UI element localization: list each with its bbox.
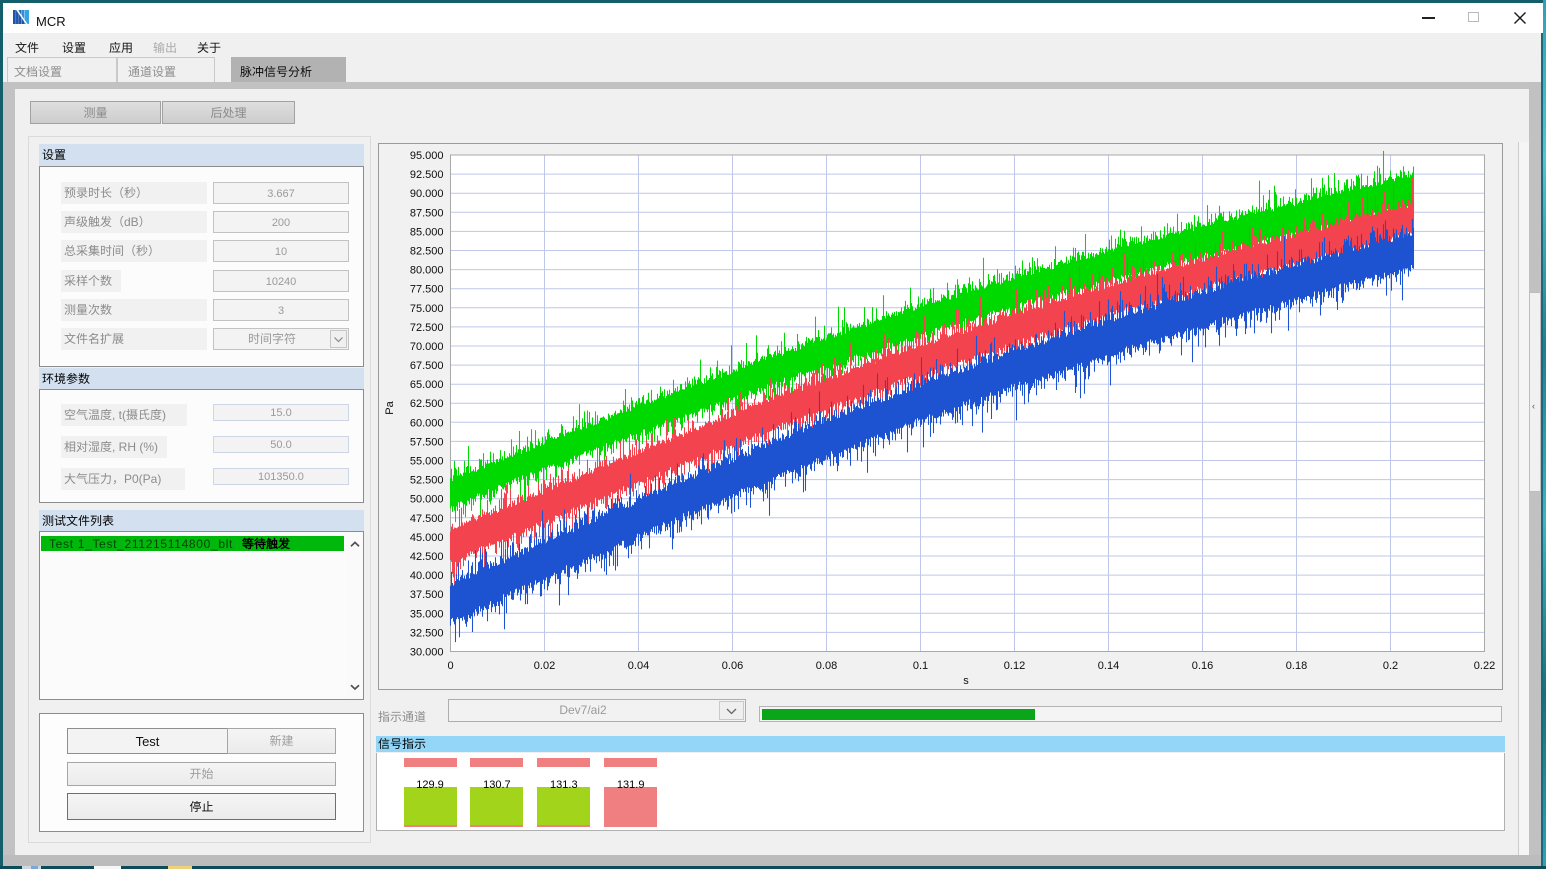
svg-text:57.500: 57.500 bbox=[410, 436, 444, 448]
svg-text:37.500: 37.500 bbox=[410, 589, 444, 601]
svg-text:0.06: 0.06 bbox=[722, 660, 743, 672]
svg-text:85.000: 85.000 bbox=[410, 226, 444, 238]
svg-text:60.000: 60.000 bbox=[410, 417, 444, 429]
svg-text:67.500: 67.500 bbox=[410, 360, 444, 372]
svg-text:Pa: Pa bbox=[384, 400, 396, 414]
svg-text:0: 0 bbox=[447, 660, 453, 672]
svg-text:92.500: 92.500 bbox=[410, 169, 444, 181]
svg-text:95.000: 95.000 bbox=[410, 150, 444, 162]
svg-text:0.12: 0.12 bbox=[1004, 660, 1025, 672]
svg-text:62.500: 62.500 bbox=[410, 398, 444, 410]
svg-text:0.22: 0.22 bbox=[1474, 660, 1495, 672]
svg-text:35.000: 35.000 bbox=[410, 608, 444, 620]
svg-text:32.500: 32.500 bbox=[410, 627, 444, 639]
svg-text:65.000: 65.000 bbox=[410, 379, 444, 391]
svg-text:55.000: 55.000 bbox=[410, 456, 444, 468]
svg-text:0.16: 0.16 bbox=[1192, 660, 1213, 672]
svg-text:0.04: 0.04 bbox=[628, 660, 649, 672]
svg-text:77.500: 77.500 bbox=[410, 284, 444, 296]
svg-text:s: s bbox=[963, 675, 969, 687]
svg-text:30.000: 30.000 bbox=[410, 647, 444, 659]
svg-text:82.500: 82.500 bbox=[410, 246, 444, 258]
svg-text:45.000: 45.000 bbox=[410, 532, 444, 544]
svg-text:0.02: 0.02 bbox=[534, 660, 555, 672]
svg-text:0.08: 0.08 bbox=[816, 660, 837, 672]
svg-text:42.500: 42.500 bbox=[410, 551, 444, 563]
svg-text:52.500: 52.500 bbox=[410, 475, 444, 487]
svg-text:47.500: 47.500 bbox=[410, 513, 444, 525]
svg-text:0.2: 0.2 bbox=[1383, 660, 1398, 672]
svg-text:50.000: 50.000 bbox=[410, 494, 444, 506]
svg-text:72.500: 72.500 bbox=[410, 322, 444, 334]
svg-text:75.000: 75.000 bbox=[410, 303, 444, 315]
svg-text:0.18: 0.18 bbox=[1286, 660, 1307, 672]
svg-text:70.000: 70.000 bbox=[410, 341, 444, 353]
svg-text:0.14: 0.14 bbox=[1098, 660, 1119, 672]
svg-text:90.000: 90.000 bbox=[410, 188, 444, 200]
svg-text:80.000: 80.000 bbox=[410, 265, 444, 277]
svg-text:40.000: 40.000 bbox=[410, 570, 444, 582]
svg-text:87.500: 87.500 bbox=[410, 207, 444, 219]
svg-text:0.1: 0.1 bbox=[913, 660, 928, 672]
